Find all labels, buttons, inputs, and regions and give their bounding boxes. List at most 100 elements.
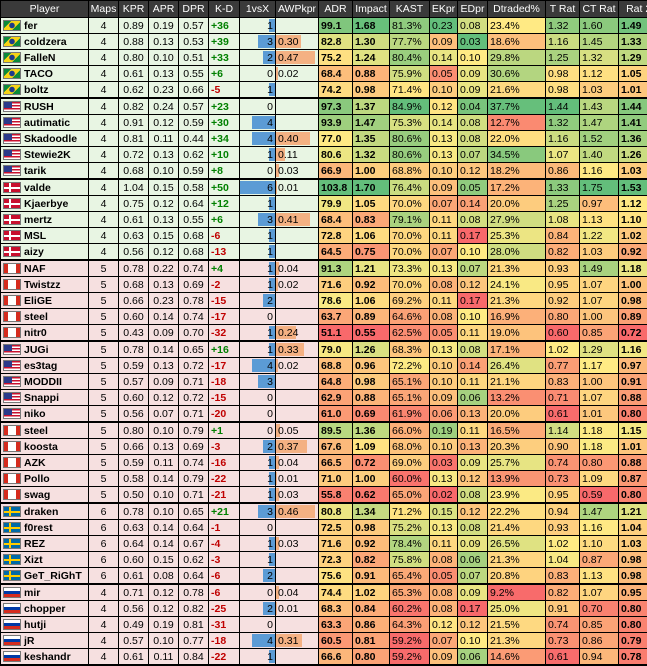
maps-cell: 4	[89, 601, 119, 617]
column-header[interactable]: T Rat	[546, 1, 580, 18]
adr-cell: 74.2	[319, 82, 353, 99]
apr-cell: 0.12	[149, 601, 179, 617]
player-name: coldzera	[24, 36, 67, 48]
edpr-cell: 0.17	[458, 293, 488, 309]
column-header[interactable]: Impact	[353, 1, 390, 18]
apr-cell: 0.15	[149, 552, 179, 568]
impact-cell: 1.05	[353, 196, 390, 212]
column-header[interactable]: 1vsX	[240, 1, 276, 18]
column-header[interactable]: AWPkpr	[276, 1, 319, 18]
column-header[interactable]: K-D	[209, 1, 240, 18]
column-header[interactable]: DPR	[179, 1, 209, 18]
impact-cell: 1.36	[353, 422, 390, 439]
maps-cell: 5	[89, 487, 119, 504]
onevx-cell: 2	[240, 50, 276, 66]
dtr-cell: 21.3%	[488, 633, 546, 649]
onevx-value: 3	[267, 506, 273, 518]
player-cell: GeT_RiGhT	[1, 568, 89, 585]
column-header[interactable]: Player	[1, 1, 89, 18]
maps-cell: 5	[89, 341, 119, 358]
apr-cell: 0.14	[149, 341, 179, 358]
player-name: f0rest	[24, 522, 53, 534]
ctrat-cell: 1.10	[580, 536, 619, 552]
column-header[interactable]: Dtraded%	[488, 1, 546, 18]
impact-cell: 1.30	[353, 34, 390, 50]
kpr-cell: 0.82	[119, 98, 149, 115]
trat-cell: 1.02	[546, 536, 580, 552]
onevx-cell: 2	[240, 568, 276, 585]
apr-cell: 0.23	[149, 82, 179, 99]
impact-cell: 1.37	[353, 98, 390, 115]
column-header[interactable]: APR	[149, 1, 179, 18]
column-header[interactable]: KAST	[390, 1, 430, 18]
country-flag-icon	[3, 149, 21, 160]
kast-cell: 62.5%	[390, 325, 430, 342]
awp-cell: 0.37	[276, 439, 319, 455]
awp-cell: 0.03	[276, 163, 319, 180]
column-header[interactable]: Rat 2.0	[619, 1, 647, 18]
ekpr-cell: 0.05	[430, 568, 458, 585]
column-header[interactable]: Maps	[89, 1, 119, 18]
column-header[interactable]: CT Rat	[580, 1, 619, 18]
country-flag-icon	[3, 263, 21, 274]
trat-cell: 0.91	[546, 601, 580, 617]
rat-cell: 1.00	[619, 277, 647, 293]
column-header[interactable]: KPR	[119, 1, 149, 18]
player-cell: Twistzz	[1, 277, 89, 293]
ctrat-cell: 1.01	[580, 406, 619, 423]
trat-cell: 0.61	[546, 406, 580, 423]
column-header[interactable]: EDpr	[458, 1, 488, 18]
player-cell: Xizt	[1, 552, 89, 568]
column-header[interactable]: ADR	[319, 1, 353, 18]
onevx-cell: 1	[240, 552, 276, 568]
player-name: hutji	[24, 619, 46, 631]
player-name: Stewie2K	[24, 149, 71, 161]
kd-cell: +1	[209, 422, 240, 439]
column-header[interactable]: EKpr	[430, 1, 458, 18]
impact-cell: 0.98	[353, 520, 390, 536]
awp-value: 0.03	[278, 165, 298, 177]
kast-cell: 61.9%	[390, 406, 430, 423]
impact-cell: 0.98	[353, 374, 390, 390]
